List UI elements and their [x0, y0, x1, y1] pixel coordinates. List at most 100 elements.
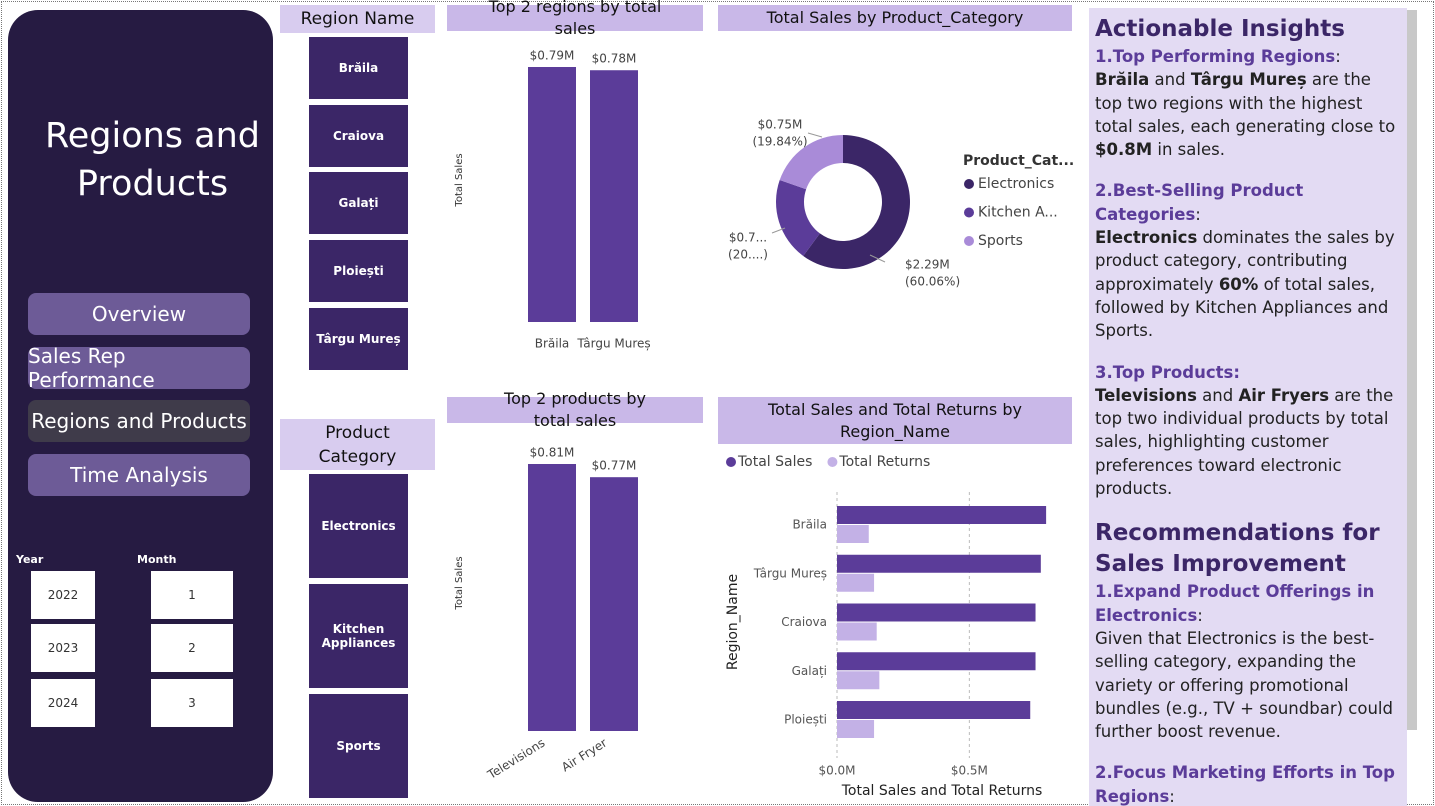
slicer-item[interactable]: Ploiești: [309, 240, 408, 302]
text-run: 2.Best-Selling Product Categories: [1095, 181, 1304, 224]
x-tick-label: Brăila: [535, 337, 570, 351]
slicer-item[interactable]: Craiova: [309, 105, 408, 167]
legend-title: Product_Cat...: [963, 153, 1074, 169]
text-run: and: [1196, 385, 1239, 405]
text-run: :: [1197, 605, 1203, 625]
text-run: 1.Expand Product Offerings in Electronic…: [1095, 582, 1375, 625]
donut-slice: [776, 180, 820, 256]
donut-slice: [803, 135, 911, 269]
insight-block: 1.Top Performing Regions: Brăila and Târg…: [1095, 45, 1401, 161]
nav-button[interactable]: Regions and Products: [28, 400, 250, 443]
insight-block: 2.Focus Marketing Efforts in Top Regions…: [1095, 761, 1401, 806]
insight-heading: 2.Best-Selling Product Categories:: [1095, 179, 1401, 226]
bar: [528, 67, 576, 322]
data-label: $0.81M: [530, 446, 575, 460]
slicer-item[interactable]: Târgu Mureș: [309, 308, 408, 370]
bar: [837, 603, 1036, 622]
nav-button[interactable]: Time Analysis: [28, 454, 250, 497]
text-run: in sales.: [1152, 140, 1225, 160]
y-axis-label: Total Sales: [454, 153, 465, 207]
text-run: :: [1169, 786, 1175, 806]
data-label: (19.84%): [752, 135, 807, 149]
slicer-item[interactable]: 2: [151, 624, 233, 672]
legend-label: Electronics: [978, 176, 1054, 192]
text-run: are the top two regions with the highest…: [1095, 70, 1396, 136]
data-label: $0.75M: [758, 118, 803, 132]
leader-line: [869, 254, 886, 263]
insight-body: Electronics dominates the sales by produ…: [1095, 226, 1401, 342]
slicer-item[interactable]: Electronics: [309, 474, 408, 578]
y-tick-label: Brăila: [792, 518, 827, 532]
chart-title: Total Sales and Total Returns by Region_…: [718, 397, 1072, 444]
insight-heading: 1.Expand Product Offerings in Electronic…: [1095, 580, 1401, 627]
bar: [590, 70, 638, 323]
slicer-item[interactable]: Kitchen Appliances: [309, 584, 408, 688]
chart-title: Top 2 products by total sales: [447, 389, 703, 430]
text-run: of total sales, followed by Kitchen Appl…: [1095, 274, 1389, 341]
insight-body: Televisions and Air Fryers are the top t…: [1095, 384, 1401, 500]
text-run: are the top two individual products by t…: [1095, 385, 1394, 499]
legend-marker: [726, 457, 736, 467]
slicer-header: Region Name: [280, 5, 435, 33]
data-label: (20....): [728, 248, 768, 262]
bar: [837, 573, 875, 592]
legend-marker: [964, 207, 974, 218]
bar: [837, 622, 877, 641]
insight-block: 2.Best-Selling Product Categories: Electr…: [1095, 179, 1401, 342]
slicer-item[interactable]: Sports: [309, 694, 408, 798]
bar: [837, 652, 1036, 671]
text-run: Air Fryers: [1238, 385, 1330, 405]
legend-label: Sports: [978, 233, 1023, 249]
data-label: $0.79M: [530, 49, 575, 63]
bar: [837, 701, 1031, 719]
x-tick-label: $0.0M: [818, 764, 855, 778]
nav-button[interactable]: Overview: [28, 293, 250, 335]
slicer-item[interactable]: Brăila: [309, 37, 408, 99]
slicer-label: Year: [16, 553, 44, 566]
slicer-item[interactable]: Galați: [309, 172, 408, 234]
text-run: and: [1149, 70, 1191, 90]
bar: [837, 720, 875, 738]
text-run: Electronics: [1095, 228, 1198, 248]
data-label: (60.06%): [905, 275, 960, 289]
y-tick-label: Ploiești: [784, 713, 827, 727]
slicer-item[interactable]: 2022: [31, 571, 95, 619]
scrollbar[interactable]: [1407, 10, 1417, 730]
slicer-item[interactable]: 1: [151, 571, 233, 619]
legend-label: Total Sales: [737, 454, 812, 470]
y-axis-label: Region_Name: [725, 574, 741, 670]
slicer-item[interactable]: 3: [151, 679, 233, 727]
slicer-item[interactable]: 2024: [31, 679, 95, 727]
data-label: $0.7...: [729, 231, 767, 245]
nav-button[interactable]: Sales Rep Performance: [28, 344, 250, 392]
insight-heading: 1.Top Performing Regions:: [1095, 45, 1401, 68]
slicer-item[interactable]: 2023: [31, 624, 95, 672]
chart-title: Top 2 regions by total sales: [447, 0, 703, 38]
text-run: 1.Top Performing Regions: [1095, 47, 1336, 66]
text-run: Given that Electronics is the best-selli…: [1095, 628, 1393, 742]
text-run: Televisions: [1095, 385, 1197, 405]
y-tick-label: Craiova: [781, 615, 827, 629]
data-label: $0.77M: [592, 459, 637, 473]
insight-heading: 2.Focus Marketing Efforts in Top Regions…: [1095, 761, 1401, 806]
legend-label: Total Returns: [838, 454, 930, 470]
donut-slice: [779, 135, 843, 190]
y-axis-label: Total Sales: [454, 556, 465, 610]
insight-block: 3.Top Products: Televisions and Air Fryer…: [1095, 361, 1401, 501]
x-tick-label: Târgu Mureș: [576, 337, 650, 351]
bar: [837, 671, 880, 690]
section-title: Actionable Insights: [1095, 16, 1345, 42]
insight-body: Brăila and Târgu Mureș are the top two r…: [1095, 68, 1401, 161]
data-label: $0.78M: [592, 52, 637, 66]
text-run: :: [1195, 204, 1201, 224]
text-run: 3.Top Products:: [1095, 362, 1240, 382]
leader-line: [807, 132, 823, 138]
x-axis-label: Total Sales and Total Returns: [841, 783, 1043, 799]
x-tick-label: Air Fryer: [559, 736, 609, 775]
x-tick-label: $0.5M: [951, 764, 988, 778]
insight-heading: 3.Top Products:: [1095, 361, 1401, 384]
text-run: :: [1335, 47, 1341, 66]
insight-block: 1.Expand Product Offerings in Electronic…: [1095, 580, 1401, 743]
